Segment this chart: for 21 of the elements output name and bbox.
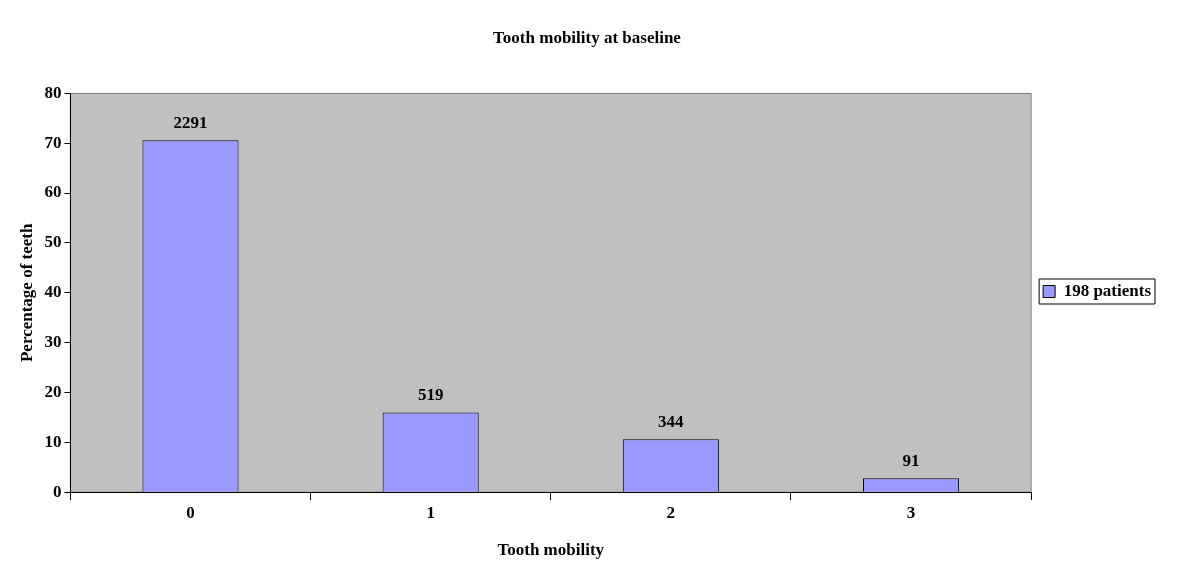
y-tick-label: 80 — [44, 82, 62, 102]
y-tick-label: 20 — [44, 381, 62, 401]
y-tick-label: 30 — [44, 332, 62, 352]
y-tick-label: 10 — [44, 431, 62, 451]
annotation: 344 — [658, 412, 685, 432]
x-tick-label: 3 — [906, 502, 916, 522]
annotation: 519 — [417, 385, 444, 405]
y-tick-label: 50 — [44, 232, 62, 252]
y-tick-label: 70 — [44, 132, 62, 152]
legend-label: 198 patients — [1063, 280, 1152, 300]
x-tick-label: 0 — [186, 502, 195, 522]
y-axis-title: Percentage of teeth — [16, 223, 36, 363]
y-tick-label: 40 — [44, 282, 62, 302]
y-tick-label: 0 — [52, 481, 62, 501]
x-axis-title: Tooth mobility — [497, 540, 605, 560]
chart-title: Tooth mobility at baseline — [493, 27, 682, 47]
x-tick-label: 2 — [666, 502, 676, 522]
y-tick-label: 60 — [44, 182, 62, 202]
annotation: 91 — [902, 451, 920, 471]
annotation: 2291 — [173, 113, 208, 133]
x-tick-label: 1 — [426, 502, 435, 522]
